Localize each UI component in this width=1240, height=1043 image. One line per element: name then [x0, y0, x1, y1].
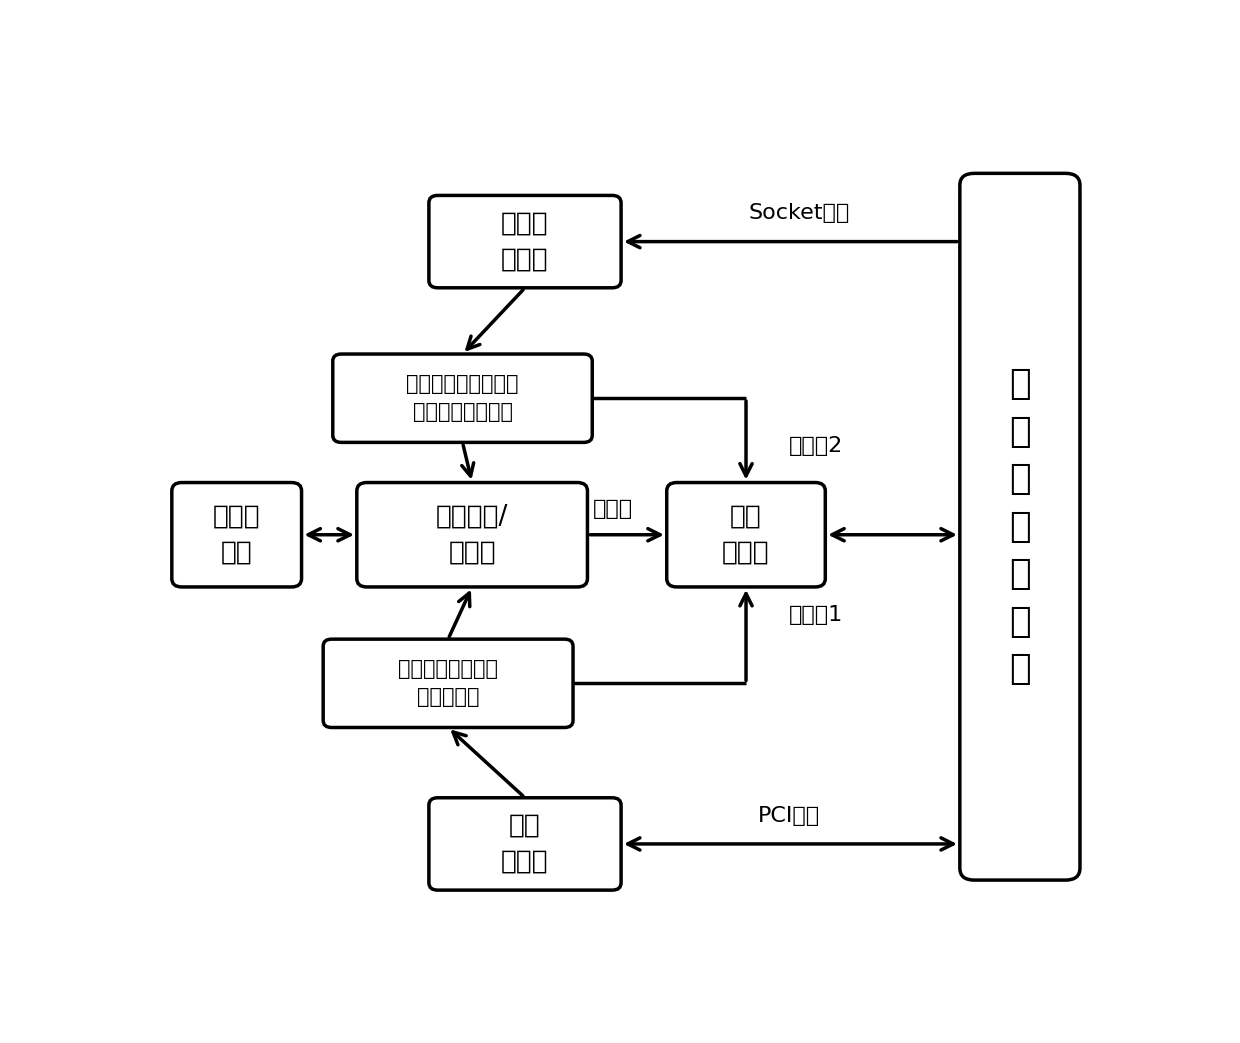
- Text: 数字量输出通道的脉
冲信号作为触发源: 数字量输出通道的脉 冲信号作为触发源: [407, 374, 518, 422]
- Text: 脉冲发生/
接收器: 脉冲发生/ 接收器: [436, 504, 508, 565]
- FancyBboxPatch shape: [324, 639, 573, 728]
- Text: 运动
控制卡: 运动 控制卡: [501, 812, 549, 875]
- FancyBboxPatch shape: [332, 354, 593, 442]
- Text: 转盘轴编码器信号
作为触发源: 转盘轴编码器信号 作为触发源: [398, 659, 498, 707]
- Text: 外触发2: 外触发2: [789, 436, 843, 457]
- FancyBboxPatch shape: [960, 173, 1080, 880]
- Text: 外触发1: 外触发1: [789, 605, 843, 625]
- Text: 内触发: 内触发: [593, 499, 634, 518]
- Text: 机器人
控制器: 机器人 控制器: [501, 211, 549, 272]
- FancyBboxPatch shape: [172, 483, 301, 587]
- Text: 数据
采集卡: 数据 采集卡: [722, 504, 770, 565]
- FancyBboxPatch shape: [357, 483, 588, 587]
- FancyBboxPatch shape: [667, 483, 826, 587]
- Text: Socket通讯: Socket通讯: [748, 203, 849, 223]
- Text: 超声波
探头: 超声波 探头: [213, 504, 260, 565]
- FancyBboxPatch shape: [429, 195, 621, 288]
- FancyBboxPatch shape: [429, 798, 621, 890]
- Text: PCI接口: PCI接口: [758, 806, 821, 826]
- Text: 工
业
控
制
计
算
机: 工 业 控 制 计 算 机: [1009, 367, 1030, 686]
